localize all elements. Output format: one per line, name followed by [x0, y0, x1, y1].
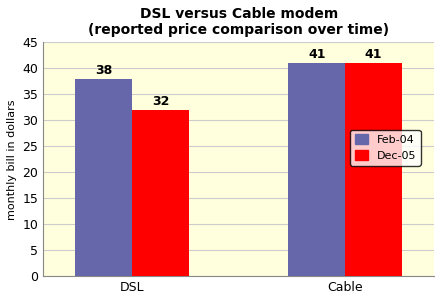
Text: 41: 41: [365, 48, 382, 61]
Text: 41: 41: [308, 48, 325, 61]
Legend: Feb-04, Dec-05: Feb-04, Dec-05: [350, 130, 421, 166]
Bar: [75, 79, 132, 276]
Bar: [132, 110, 189, 276]
Title: DSL versus Cable modem
(reported price comparison over time): DSL versus Cable modem (reported price c…: [88, 7, 389, 37]
Bar: [345, 63, 402, 276]
Text: 38: 38: [95, 64, 112, 77]
Y-axis label: monthly bill in dollars: monthly bill in dollars: [7, 99, 17, 220]
Bar: [288, 63, 345, 276]
Text: 32: 32: [152, 95, 169, 108]
